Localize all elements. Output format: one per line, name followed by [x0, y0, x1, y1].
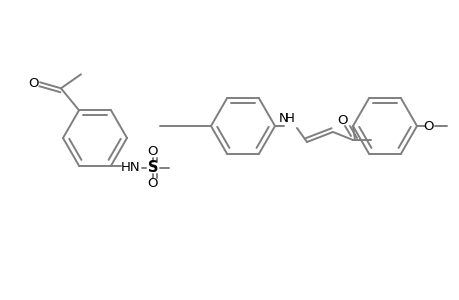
Text: HN: HN: [121, 161, 140, 174]
Text: H: H: [285, 112, 294, 125]
Text: S: S: [147, 160, 158, 175]
Text: O: O: [147, 177, 158, 190]
Text: N: N: [279, 112, 288, 125]
Text: O: O: [423, 119, 433, 133]
Text: O: O: [147, 145, 158, 158]
Text: O: O: [28, 77, 39, 90]
Text: O: O: [337, 113, 347, 127]
